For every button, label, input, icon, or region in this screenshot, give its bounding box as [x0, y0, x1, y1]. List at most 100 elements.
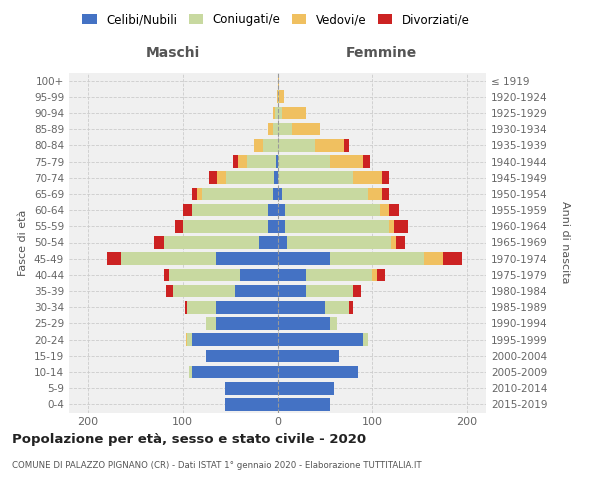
Bar [173, 285, 235, 298]
Text: Femmine: Femmine [346, 46, 418, 60]
Bar [190, 366, 192, 378]
Bar [277, 74, 280, 87]
Bar [329, 252, 424, 265]
Bar [368, 188, 382, 200]
Bar [238, 155, 247, 168]
Bar [325, 301, 349, 314]
Bar [107, 252, 121, 265]
Bar [185, 301, 187, 314]
Legend: Celibi/Nubili, Coniugati/e, Vedovi/e, Divorziati/e: Celibi/Nubili, Coniugati/e, Vedovi/e, Di… [77, 8, 475, 31]
Bar [277, 334, 363, 346]
Bar [247, 155, 275, 168]
Bar [233, 155, 238, 168]
Bar [353, 172, 382, 184]
Bar [277, 220, 285, 232]
Bar [259, 236, 277, 249]
Bar [277, 268, 306, 281]
Bar [277, 285, 306, 298]
Bar [275, 106, 277, 120]
Bar [275, 155, 277, 168]
Bar [268, 204, 277, 216]
Bar [382, 172, 389, 184]
Bar [306, 285, 353, 298]
Bar [282, 188, 368, 200]
Bar [382, 188, 389, 200]
Bar [175, 220, 183, 232]
Bar [277, 252, 329, 265]
Bar [226, 382, 277, 394]
Bar [273, 123, 277, 136]
Bar [183, 220, 268, 232]
Bar [277, 188, 282, 200]
Bar [277, 106, 282, 120]
Bar [164, 236, 259, 249]
Bar [277, 155, 329, 168]
Bar [274, 172, 277, 184]
Bar [391, 236, 396, 249]
Bar [443, 252, 463, 265]
Bar [282, 106, 306, 120]
Bar [396, 236, 406, 249]
Bar [268, 220, 277, 232]
Bar [277, 90, 280, 103]
Bar [192, 188, 197, 200]
Bar [287, 236, 391, 249]
Bar [363, 155, 370, 168]
Bar [277, 398, 329, 410]
Bar [216, 252, 277, 265]
Text: Maschi: Maschi [146, 46, 200, 60]
Bar [209, 172, 217, 184]
Bar [192, 334, 277, 346]
Bar [192, 204, 268, 216]
Bar [380, 204, 389, 216]
Bar [329, 155, 363, 168]
Bar [389, 204, 399, 216]
Bar [277, 204, 285, 216]
Bar [277, 139, 316, 151]
Bar [164, 268, 169, 281]
Bar [277, 301, 325, 314]
Bar [277, 366, 358, 378]
Bar [277, 123, 292, 136]
Bar [363, 334, 368, 346]
Bar [277, 172, 353, 184]
Bar [277, 350, 339, 362]
Bar [329, 317, 337, 330]
Bar [394, 220, 408, 232]
Bar [263, 139, 277, 151]
Bar [306, 268, 372, 281]
Bar [389, 220, 394, 232]
Y-axis label: Anni di nascita: Anni di nascita [560, 201, 570, 283]
Bar [273, 188, 277, 200]
Bar [285, 220, 389, 232]
Bar [185, 334, 187, 346]
Y-axis label: Fasce di età: Fasce di età [19, 210, 28, 276]
Bar [273, 106, 275, 120]
Bar [353, 285, 361, 298]
Bar [121, 252, 216, 265]
Bar [292, 123, 320, 136]
Bar [277, 382, 334, 394]
Bar [372, 268, 377, 281]
Bar [202, 188, 273, 200]
Bar [154, 236, 164, 249]
Bar [285, 204, 380, 216]
Bar [216, 301, 277, 314]
Bar [217, 172, 226, 184]
Bar [226, 398, 277, 410]
Bar [277, 236, 287, 249]
Bar [187, 334, 192, 346]
Bar [239, 268, 277, 281]
Bar [187, 301, 216, 314]
Bar [316, 139, 344, 151]
Bar [254, 139, 263, 151]
Bar [344, 139, 349, 151]
Bar [166, 285, 173, 298]
Bar [349, 301, 353, 314]
Text: COMUNE DI PALAZZO PIGNANO (CR) - Dati ISTAT 1° gennaio 2020 - Elaborazione TUTTI: COMUNE DI PALAZZO PIGNANO (CR) - Dati IS… [12, 460, 422, 469]
Bar [192, 366, 277, 378]
Bar [216, 317, 277, 330]
Bar [226, 172, 274, 184]
Bar [169, 268, 239, 281]
Bar [277, 317, 329, 330]
